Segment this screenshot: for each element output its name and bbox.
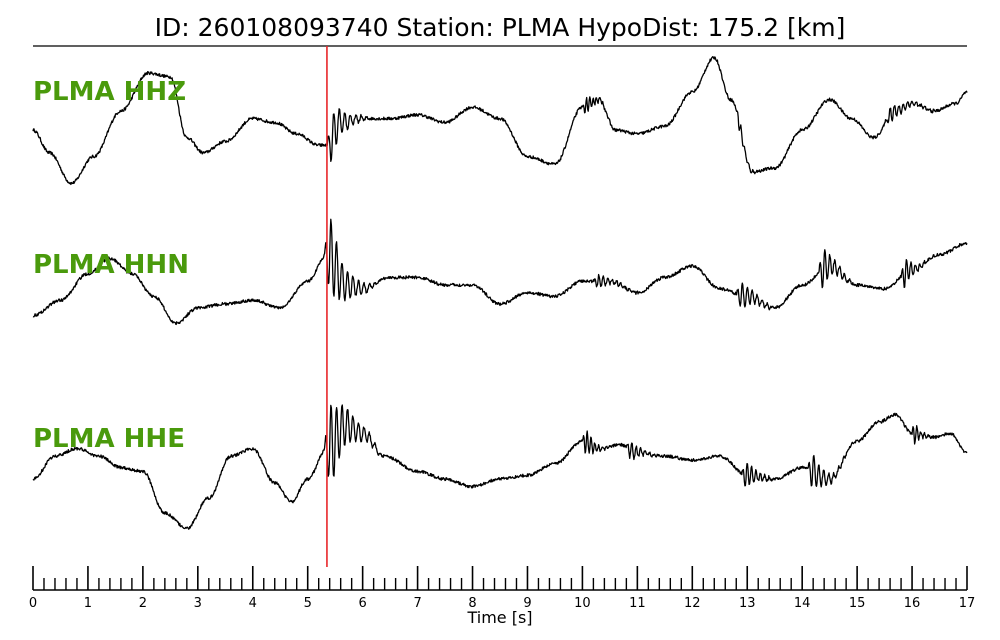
tick-label: 7 <box>413 596 421 611</box>
channel-label-1: PLMA HHN <box>33 250 189 280</box>
tick-label: 3 <box>194 596 202 611</box>
chart-title: ID: 260108093740 Station: PLMA HypoDist:… <box>155 13 846 42</box>
tick-label: 1 <box>84 596 92 611</box>
tick-label: 4 <box>249 596 257 611</box>
tick-label: 9 <box>523 596 531 611</box>
channel-label-group: PLMA HHZ PLMA HHN PLMA HHE <box>33 77 189 454</box>
tick-label: 16 <box>904 596 921 611</box>
tick-label: 11 <box>629 596 646 611</box>
channel-label-2: PLMA HHE <box>33 424 185 454</box>
trace-group <box>32 56 968 530</box>
tick-label: 6 <box>359 596 367 611</box>
tick-label: 15 <box>849 596 866 611</box>
tick-label: 2 <box>139 596 147 611</box>
tick-label: 14 <box>794 596 811 611</box>
tick-label: 13 <box>739 596 756 611</box>
tick-label: 12 <box>684 596 701 611</box>
trace-2 <box>32 404 968 530</box>
x-axis-label: Time [s] <box>466 608 532 627</box>
tick-label: 0 <box>29 596 37 611</box>
trace-0 <box>32 56 968 186</box>
tick-label: 5 <box>304 596 312 611</box>
channel-label-0: PLMA HHZ <box>33 77 186 107</box>
tick-label: 10 <box>574 596 591 611</box>
time-axis: 0 1 2 3 4 5 6 7 8 9 10 11 12 13 14 15 16 17 <box>29 566 975 611</box>
trace-1 <box>32 218 968 326</box>
tick-label: 17 <box>959 596 976 611</box>
tick-label: 8 <box>468 596 476 611</box>
